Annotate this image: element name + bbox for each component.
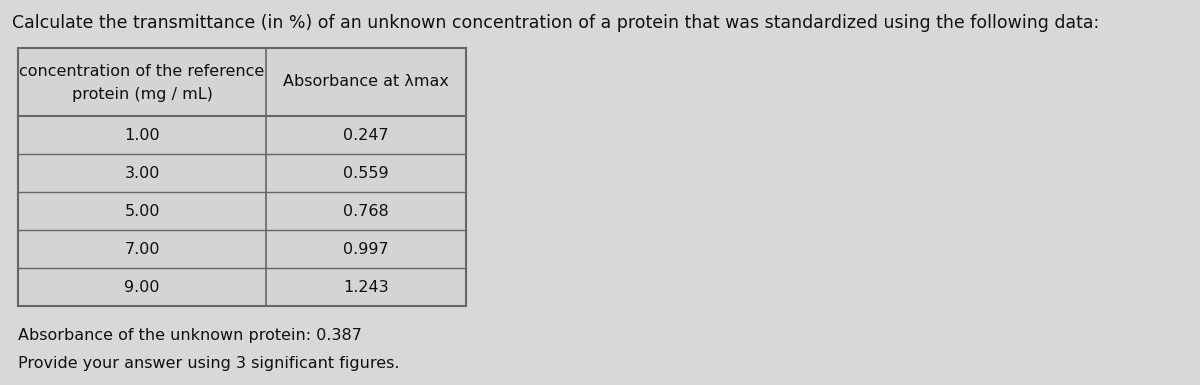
Text: Calculate the transmittance (in %) of an unknown concentration of a protein that: Calculate the transmittance (in %) of an… xyxy=(12,14,1099,32)
Text: 9.00: 9.00 xyxy=(125,280,160,295)
Text: 1.00: 1.00 xyxy=(124,127,160,142)
Text: Absorbance of the unknown protein: 0.387: Absorbance of the unknown protein: 0.387 xyxy=(18,328,362,343)
Text: 5.00: 5.00 xyxy=(125,204,160,219)
Text: 0.559: 0.559 xyxy=(343,166,389,181)
Text: protein (mg / mL): protein (mg / mL) xyxy=(72,87,212,102)
Text: 0.768: 0.768 xyxy=(343,204,389,219)
Bar xyxy=(18,48,466,306)
Text: concentration of the reference: concentration of the reference xyxy=(19,65,265,79)
Text: 1.243: 1.243 xyxy=(343,280,389,295)
Text: 0.247: 0.247 xyxy=(343,127,389,142)
Text: 0.997: 0.997 xyxy=(343,241,389,256)
Text: Absorbance at λmax: Absorbance at λmax xyxy=(283,75,449,89)
Text: Provide your answer using 3 significant figures.: Provide your answer using 3 significant … xyxy=(18,356,400,371)
Text: 3.00: 3.00 xyxy=(125,166,160,181)
Text: 7.00: 7.00 xyxy=(125,241,160,256)
